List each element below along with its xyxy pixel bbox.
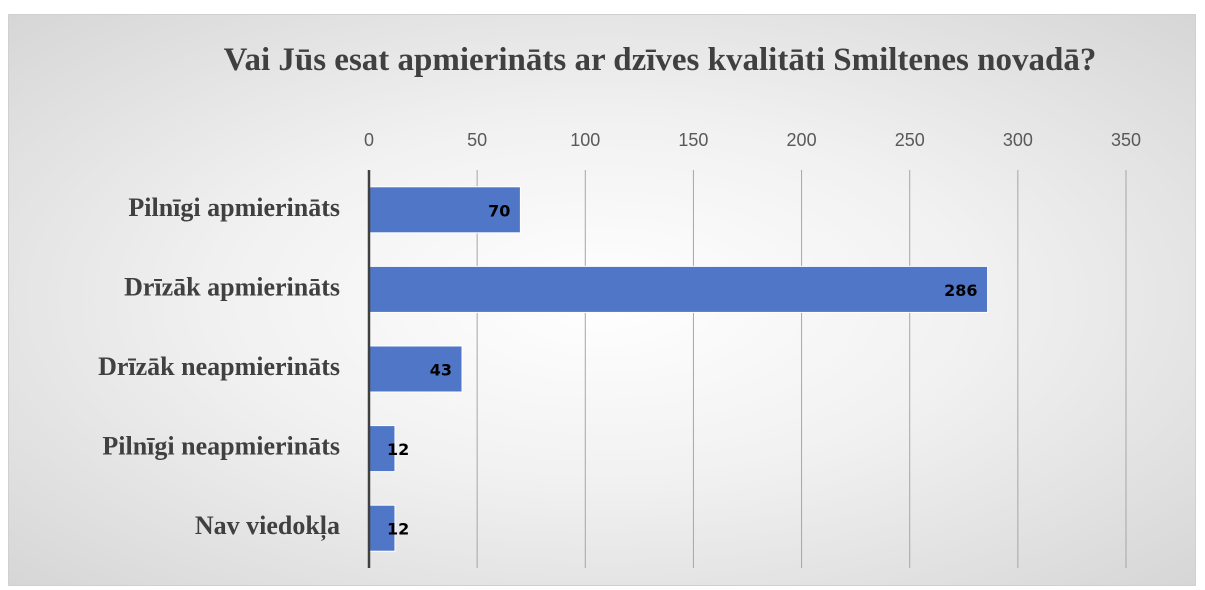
chart-title: Vai Jūs esat apmierināts ar dzīves kvali…	[223, 42, 1097, 78]
data-label: 12	[387, 440, 409, 459]
y-tick-label: Pilnīgi neapmierināts	[102, 432, 340, 461]
y-tick-label: Nav viedokļa	[195, 511, 340, 541]
x-tick-label: 100	[570, 130, 600, 150]
x-tick-label: 350	[1111, 130, 1141, 150]
data-label: 43	[430, 361, 452, 380]
bar	[368, 265, 989, 313]
y-tick-label: Pilnīgi apmierināts	[128, 193, 340, 222]
data-label: 286	[944, 281, 977, 300]
y-tick-label: Drīzāk neapmierināts	[98, 352, 340, 381]
data-label: 12	[387, 520, 409, 539]
data-label: 70	[488, 201, 510, 220]
x-tick-label: 150	[678, 130, 708, 150]
x-tick-label: 300	[1003, 130, 1033, 150]
x-tick-label: 200	[787, 130, 817, 150]
y-tick-label: Drīzāk apmierināts	[124, 272, 340, 301]
x-tick-label: 0	[364, 130, 374, 150]
x-tick-label: 50	[467, 130, 487, 150]
x-tick-label: 250	[895, 130, 925, 150]
